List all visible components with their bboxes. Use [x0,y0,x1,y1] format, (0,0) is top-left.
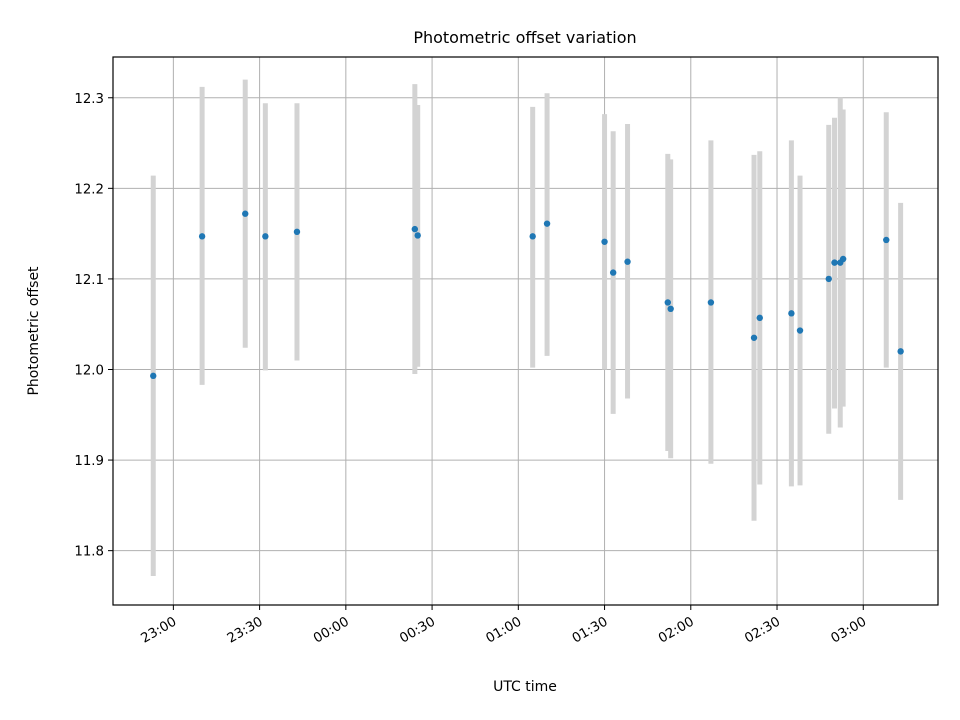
data-point [667,305,674,313]
data-point [796,327,804,334]
data-point [825,275,832,283]
plot-frame [112,56,939,606]
y-tick-label: 12.1 [74,273,104,288]
data-points [150,210,904,380]
data-point [750,334,758,341]
y-tick-label: 11.9 [74,454,104,469]
data-point [788,310,795,317]
data-point [839,255,847,263]
y-tick-label: 11.8 [74,545,104,560]
data-point [262,233,269,240]
y-tick-label: 12.2 [74,182,104,197]
data-point [242,210,249,217]
data-point [609,269,617,276]
data-point [707,299,715,306]
y-tick-label: 12.0 [74,363,104,378]
data-point [150,372,157,380]
chart-title: Photometric offset variation [413,28,636,47]
data-point [529,233,536,240]
data-point [831,259,838,266]
data-point [293,228,301,236]
data-point [756,314,763,322]
data-point [601,238,608,245]
data-point [414,232,421,239]
data-point [543,220,551,227]
y-axis-label: Photometric offset [26,266,42,396]
data-point [624,258,631,265]
y-tick-label: 12.3 [74,92,104,107]
data-point [411,225,419,233]
data-point [883,236,890,244]
data-point [897,348,904,355]
data-point [664,299,671,306]
x-axis-label: UTC time [493,679,557,695]
data-point [198,233,206,240]
